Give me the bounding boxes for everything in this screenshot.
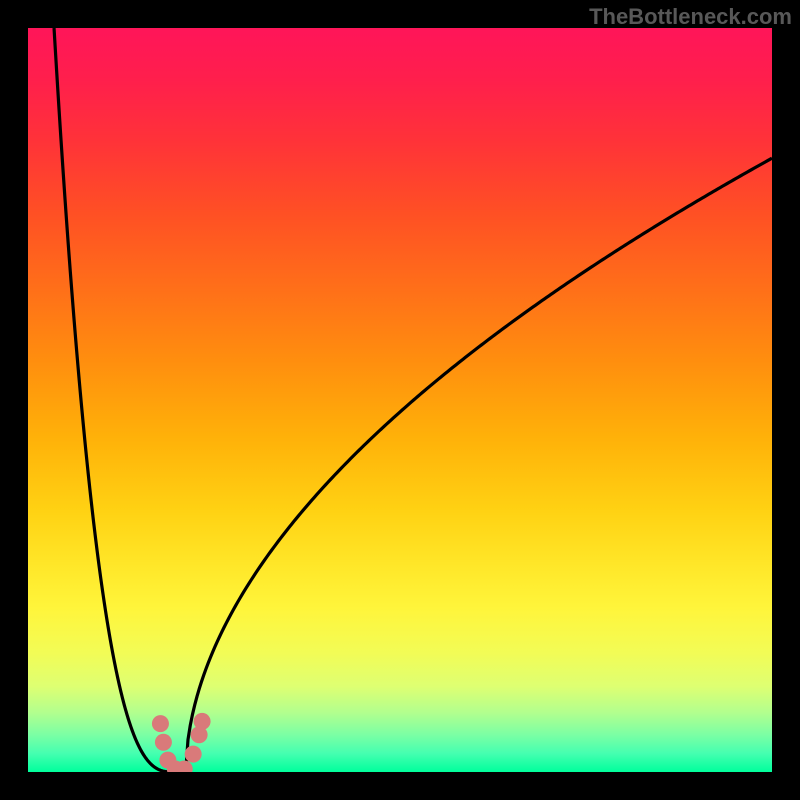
bottleneck-chart-svg — [0, 0, 800, 800]
gradient-background — [28, 28, 772, 772]
marker-dot — [194, 713, 211, 730]
marker-dot — [185, 746, 202, 763]
marker-dot — [155, 734, 172, 751]
chart-container: TheBottleneck.com — [0, 0, 800, 800]
marker-dot — [152, 715, 169, 732]
